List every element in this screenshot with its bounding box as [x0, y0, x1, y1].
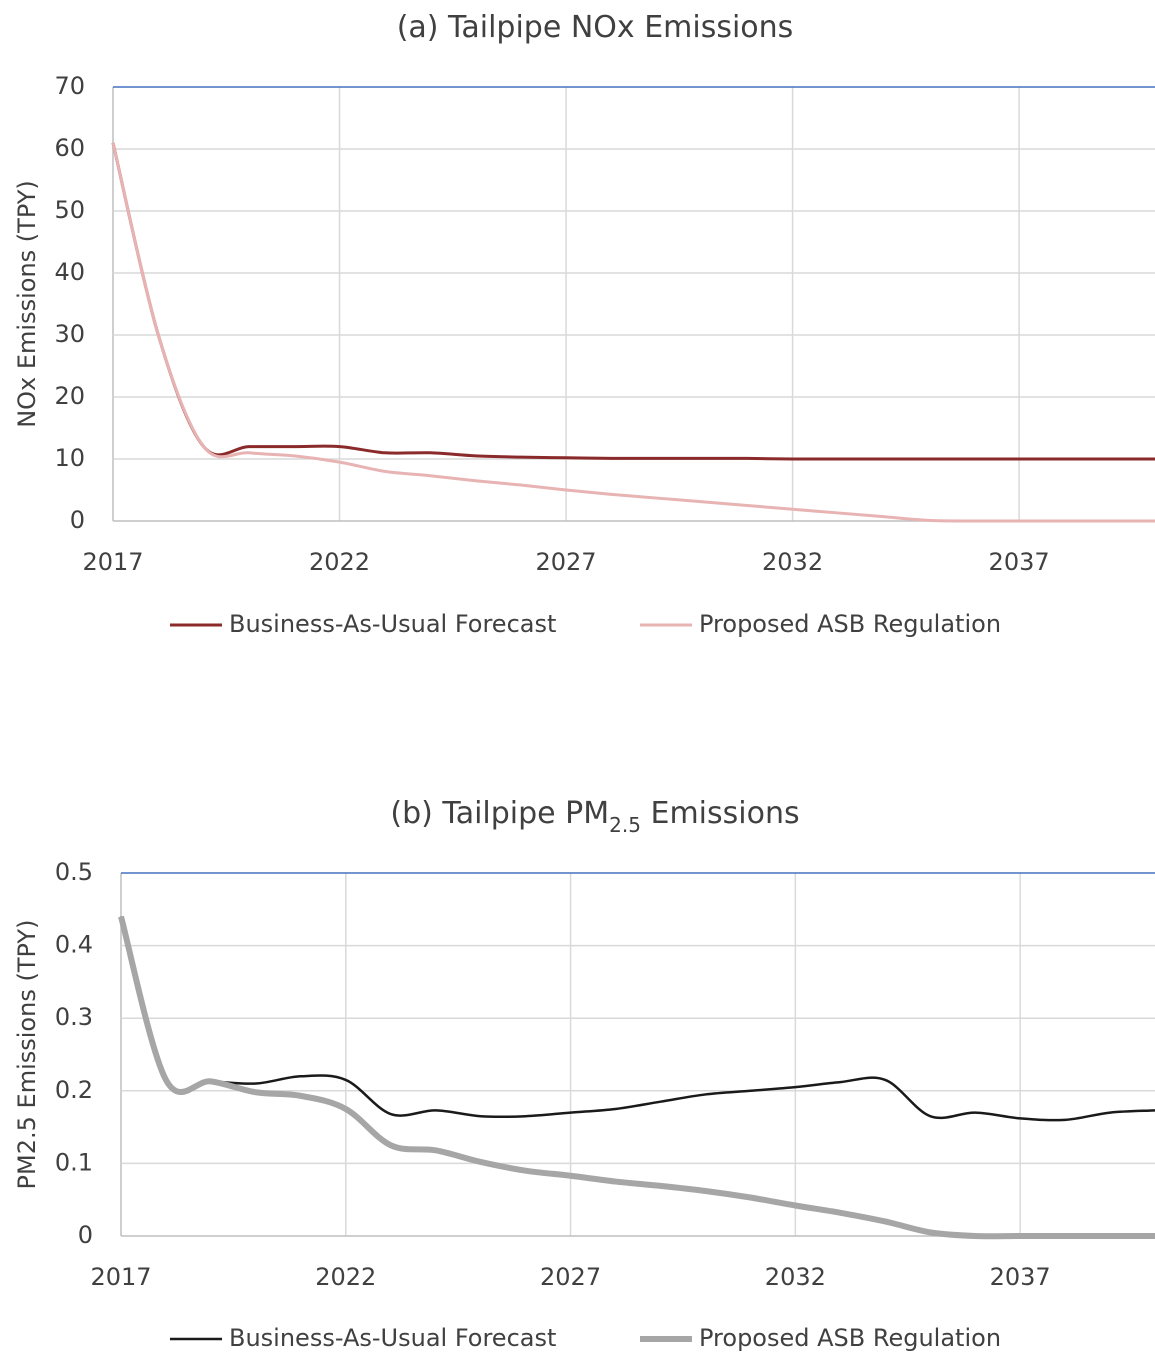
y-tick-label: 0.2 [55, 1076, 93, 1104]
legend-label: Proposed ASB Regulation [699, 1324, 1001, 1352]
x-tick-label: 2022 [309, 548, 370, 576]
y-tick-label: 0.5 [55, 858, 93, 886]
legend-label: Business-As-Usual Forecast [229, 1324, 556, 1352]
y-tick-label: 0 [70, 506, 85, 534]
y-tick-label: 0.4 [55, 931, 93, 959]
x-tick-label: 2037 [990, 1263, 1051, 1291]
x-tick-label: 2017 [90, 1263, 151, 1291]
series-line [118, 915, 1155, 1240]
title-part: (a) Tailpipe NOx Emissions [397, 10, 794, 45]
legend-label: Business-As-Usual Forecast [229, 610, 556, 638]
title-part: Emissions [641, 796, 800, 831]
series-line [119, 916, 1155, 1122]
x-tick-label: 2027 [536, 548, 597, 576]
x-tick-label: 2037 [989, 548, 1050, 576]
y-tick-label: 50 [54, 196, 85, 224]
legend-label: Proposed ASB Regulation [699, 610, 1001, 638]
y-tick-label: 0.3 [55, 1003, 93, 1031]
y-tick-label: 40 [54, 258, 85, 286]
y-tick-label: 0 [78, 1221, 93, 1249]
series-line [111, 142, 1155, 461]
y-tick-label: 60 [54, 134, 85, 162]
x-tick-label: 2032 [762, 548, 823, 576]
y-tick-label: 70 [54, 72, 85, 100]
y-tick-label: 30 [54, 320, 85, 348]
x-tick-label: 2022 [315, 1263, 376, 1291]
x-tick-label: 2032 [765, 1263, 826, 1291]
y-tick-label: 0.1 [55, 1148, 93, 1176]
y-axis-label: NOx Emissions (TPY) [13, 180, 41, 428]
x-tick-label: 2017 [82, 548, 143, 576]
chart-title: (a) Tailpipe NOx Emissions [397, 10, 794, 45]
series-line [111, 142, 1155, 523]
y-tick-label: 10 [54, 444, 85, 472]
chart-title: (b) Tailpipe PM2.5 Emissions [390, 796, 799, 837]
y-axis-label: PM2.5 Emissions (TPY) [13, 920, 41, 1190]
x-tick-label: 2027 [540, 1263, 601, 1291]
y-tick-label: 20 [54, 382, 85, 410]
title-part: 2.5 [609, 813, 641, 837]
title-part: (b) Tailpipe PM [390, 796, 609, 831]
